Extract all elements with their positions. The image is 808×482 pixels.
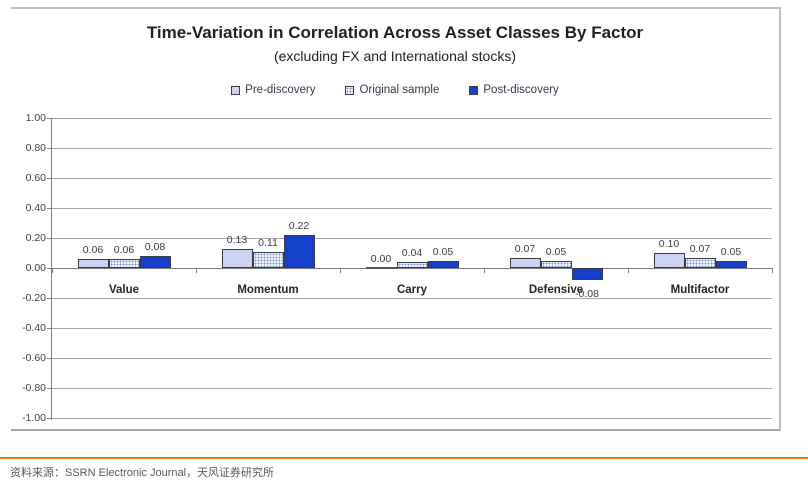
- y-axis-tick: [47, 298, 52, 299]
- y-axis-tick: [47, 118, 52, 119]
- y-tick-label: -0.60: [22, 352, 46, 364]
- y-tick-label: -0.40: [22, 322, 46, 334]
- y-axis-tick: [47, 268, 52, 269]
- y-axis-tick: [47, 238, 52, 239]
- x-axis-tick: [772, 268, 773, 273]
- bar-value-label: 0.05: [432, 245, 454, 258]
- y-tick-label: -0.20: [22, 292, 46, 304]
- plot-area: 0.06 0.06 0.08 Value 0.13 0.11 0.22 Momentum 0.0…: [47, 118, 773, 420]
- category-label: Defensive: [528, 284, 584, 296]
- footer-accent-rule: [0, 457, 808, 459]
- y-axis-tick: [47, 148, 52, 149]
- chart-card: Time-Variation in Correlation Across Ass…: [11, 7, 781, 431]
- category-label: Carry: [396, 284, 428, 296]
- legend-item-solid: Post-discovery: [469, 84, 559, 96]
- gridline: [52, 358, 772, 359]
- gridline: [52, 418, 772, 419]
- y-tick-label: -0.80: [22, 382, 46, 394]
- legend-item-dotted: Original sample: [345, 84, 439, 96]
- bar-dotted: [540, 260, 572, 268]
- legend: Pre-discovery Original sample Post-discove…: [11, 84, 779, 96]
- gridline: [52, 388, 772, 389]
- legend-label: Original sample: [359, 84, 440, 96]
- gridline: [52, 298, 772, 299]
- chart-subtitle: (excluding FX and International stocks): [273, 48, 516, 64]
- y-tick-label: 0.60: [25, 172, 46, 184]
- y-axis-tick: [47, 178, 52, 179]
- y-tick-label: 0.20: [25, 232, 46, 244]
- y-axis-tick: [47, 388, 52, 389]
- bar-value-label: 0.07: [689, 242, 711, 255]
- bar-light: [509, 257, 541, 268]
- y-tick-label: 0.80: [25, 142, 46, 154]
- gridline: [52, 148, 772, 149]
- bar-light: [221, 248, 253, 268]
- y-tick-label: 0.40: [25, 202, 46, 214]
- bar-dotted: [252, 251, 284, 268]
- bar-light: [365, 267, 397, 269]
- category-label: Multifactor: [670, 284, 730, 296]
- bar-dotted: [108, 259, 140, 268]
- bar-value-label: 0.06: [82, 244, 104, 256]
- x-axis-tick: [196, 268, 197, 273]
- gridline: [52, 238, 772, 239]
- y-axis-tick: [47, 208, 52, 209]
- chart-title: Time-Variation in Correlation Across Ass…: [146, 23, 644, 42]
- bar-value-label: 0.08: [144, 241, 166, 253]
- x-axis-tick: [52, 268, 53, 273]
- y-axis-line: [51, 118, 52, 420]
- category-label: Momentum: [237, 284, 299, 296]
- bar-value-label: 0.07: [514, 242, 536, 255]
- legend-dotted-swatch-icon: [345, 85, 355, 95]
- y-tick-label: 0.00: [25, 262, 46, 274]
- gridline: [52, 328, 772, 329]
- bar-solid: [715, 260, 747, 268]
- x-axis-tick: [484, 268, 485, 273]
- bar-value-label: 0.05: [720, 245, 742, 258]
- bar-value-label: 0.04: [401, 247, 423, 259]
- y-axis-tick: [47, 418, 52, 419]
- x-axis-tick: [340, 268, 341, 273]
- bar-value-label: 0.22: [288, 220, 310, 232]
- bar-value-label: 0.06: [113, 244, 135, 256]
- y-axis-tick: [47, 358, 52, 359]
- legend-solid-swatch-icon: [469, 85, 479, 95]
- bar-solid: [283, 235, 315, 268]
- legend-item-light: Pre-discovery: [231, 84, 315, 96]
- bar-solid: [571, 268, 603, 280]
- bar-light: [77, 259, 109, 268]
- y-tick-label: 1.00: [25, 112, 46, 124]
- bar-solid: [427, 260, 459, 268]
- bar-value-label: 0.05: [545, 245, 567, 258]
- bar-value-label: 0.10: [658, 238, 680, 250]
- source-note: 资料来源：SSRN Electronic Journal，天风证券研究所: [10, 467, 275, 479]
- legend-label: Post-discovery: [483, 84, 559, 96]
- bar-solid: [139, 256, 171, 268]
- legend-label: Pre-discovery: [245, 84, 316, 96]
- gridline: [52, 208, 772, 209]
- x-axis-line: [52, 268, 772, 269]
- legend-light-swatch-icon: [231, 85, 241, 95]
- bar-dotted: [396, 262, 428, 268]
- bar-value-label: 0.13: [226, 233, 248, 246]
- y-axis-tick: [47, 328, 52, 329]
- gridline: [52, 118, 772, 119]
- x-axis-tick: [628, 268, 629, 273]
- category-label: Value: [108, 284, 140, 296]
- bar-value-label: -0.08: [575, 288, 599, 300]
- bar-light: [653, 253, 685, 268]
- bar-value-label: 0.00: [370, 253, 392, 265]
- gridline: [52, 178, 772, 179]
- bar-value-label: 0.11: [258, 236, 278, 249]
- bar-dotted: [684, 257, 716, 268]
- y-tick-label: -1.00: [22, 412, 46, 424]
